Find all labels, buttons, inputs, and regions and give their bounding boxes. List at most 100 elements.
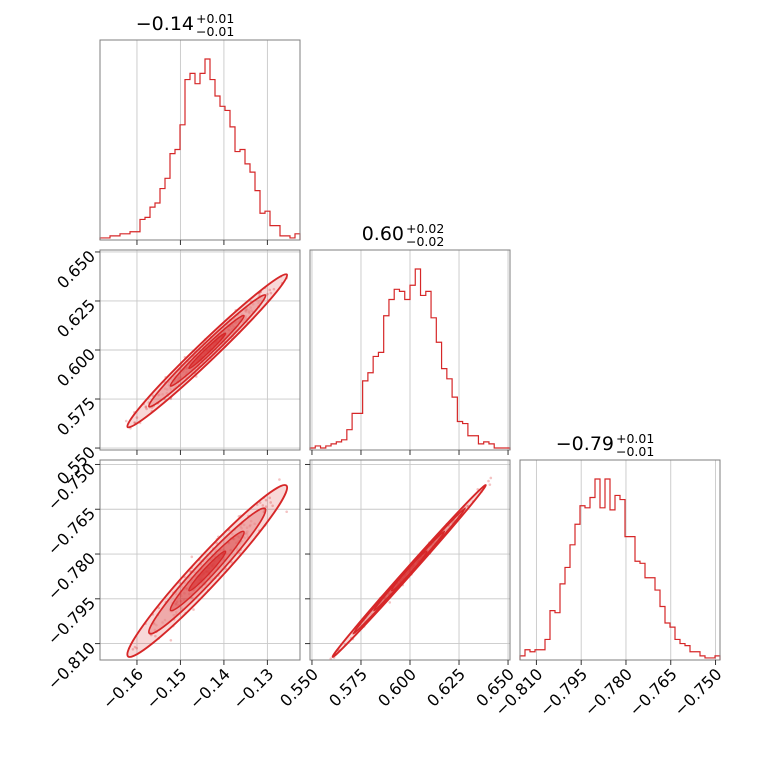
sample-point bbox=[185, 587, 189, 591]
x-tick-label: −0.15 bbox=[142, 665, 190, 713]
x-tick-label: −0.750 bbox=[670, 665, 725, 720]
sample-point bbox=[174, 592, 178, 596]
sample-point bbox=[239, 316, 243, 320]
sample-point bbox=[230, 327, 234, 331]
sample-point bbox=[245, 526, 249, 530]
x-tick-label: 0.625 bbox=[423, 665, 469, 711]
x-tick-label: −0.16 bbox=[99, 665, 147, 713]
sample-point bbox=[133, 645, 137, 649]
sample-point bbox=[169, 388, 173, 392]
y-tick-label: 0.600 bbox=[53, 345, 99, 391]
sample-point bbox=[329, 657, 333, 660]
sample-point bbox=[228, 328, 231, 332]
sample-point bbox=[179, 376, 183, 379]
sample-point bbox=[157, 393, 161, 396]
sample-point bbox=[155, 623, 158, 627]
sample-point bbox=[261, 504, 265, 507]
sample-point bbox=[247, 309, 251, 312]
density-contour bbox=[390, 550, 428, 592]
sample-point bbox=[209, 558, 213, 561]
title-plus-error: +0.01 bbox=[196, 11, 234, 26]
density-contour bbox=[188, 332, 227, 370]
x-tick-label: −0.795 bbox=[536, 665, 591, 720]
x-tick-label: 0.550 bbox=[276, 665, 322, 711]
y-tick-label: −0.795 bbox=[44, 593, 99, 648]
sample-point bbox=[185, 371, 188, 374]
x-tick-label: 0.600 bbox=[374, 665, 420, 711]
sample-point bbox=[157, 606, 161, 610]
sample-point bbox=[181, 370, 185, 373]
y-tick-label: 0.575 bbox=[53, 394, 99, 440]
sample-point bbox=[266, 292, 269, 296]
density-contour bbox=[188, 550, 227, 592]
sample-point bbox=[177, 376, 181, 380]
sample-point bbox=[238, 536, 241, 539]
sample-point bbox=[135, 416, 139, 419]
sample-point bbox=[248, 311, 251, 315]
sample-point bbox=[131, 647, 135, 651]
sample-point bbox=[144, 405, 148, 409]
sample-point bbox=[178, 581, 182, 585]
sample-point bbox=[269, 501, 273, 504]
sample-point bbox=[269, 291, 273, 295]
sample-point bbox=[229, 548, 232, 552]
sample-point bbox=[234, 321, 238, 324]
title-plus-error: +0.01 bbox=[616, 431, 654, 446]
sample-point bbox=[251, 302, 255, 306]
sample-point bbox=[235, 547, 239, 550]
sample-point bbox=[272, 287, 276, 291]
panel-frame bbox=[99, 39, 301, 241]
sample-point bbox=[244, 309, 247, 313]
sample-point bbox=[175, 601, 179, 604]
sample-point bbox=[245, 308, 249, 312]
title-value: −0.79 bbox=[556, 433, 614, 455]
scatter-panel-2-0 bbox=[126, 470, 307, 658]
y-tick-label: 0.650 bbox=[53, 247, 99, 293]
sample-point bbox=[240, 526, 243, 530]
sample-point bbox=[302, 270, 305, 273]
sample-point bbox=[180, 605, 183, 609]
y-tick-label: −0.780 bbox=[44, 549, 99, 604]
y-tick-label: −0.765 bbox=[44, 504, 99, 559]
sample-point bbox=[243, 317, 247, 320]
sample-point bbox=[304, 470, 307, 473]
sample-point bbox=[230, 323, 234, 327]
panel-title-0: −0.14 +0.01−0.01 bbox=[136, 11, 235, 39]
sample-point bbox=[179, 599, 183, 603]
sample-point bbox=[239, 525, 242, 528]
sample-point bbox=[244, 310, 248, 314]
sample-point bbox=[166, 388, 169, 391]
panel-title-1: 0.60 +0.02−0.02 bbox=[362, 221, 445, 249]
sample-point bbox=[242, 523, 246, 527]
title-plus-error: +0.02 bbox=[406, 221, 444, 236]
sample-point bbox=[249, 306, 252, 309]
sample-point bbox=[152, 622, 156, 626]
scatter-panel-1-0 bbox=[124, 270, 305, 430]
sample-point bbox=[264, 505, 268, 509]
sample-point bbox=[331, 662, 334, 665]
sample-point bbox=[249, 519, 253, 523]
sample-point bbox=[189, 581, 193, 584]
sample-point bbox=[172, 613, 176, 617]
sample-point bbox=[133, 421, 136, 424]
sample-point bbox=[271, 504, 274, 508]
sample-point bbox=[248, 524, 251, 528]
histogram-0 bbox=[99, 58, 301, 240]
sample-point bbox=[170, 378, 174, 381]
sample-point bbox=[157, 394, 160, 397]
sample-point bbox=[190, 555, 194, 559]
sample-point bbox=[244, 308, 248, 311]
sample-point bbox=[227, 542, 231, 545]
sample-point bbox=[244, 531, 248, 534]
sample-point bbox=[488, 483, 492, 486]
sample-point bbox=[168, 386, 172, 389]
sample-point bbox=[188, 570, 192, 573]
sample-point bbox=[285, 510, 288, 514]
sample-point bbox=[515, 448, 518, 451]
y-tick-label: −0.810 bbox=[44, 638, 99, 693]
sample-point bbox=[167, 380, 171, 384]
sample-point bbox=[387, 592, 391, 595]
x-tick-label: −0.765 bbox=[625, 665, 680, 720]
sample-point bbox=[215, 541, 218, 545]
sample-point bbox=[194, 575, 198, 578]
